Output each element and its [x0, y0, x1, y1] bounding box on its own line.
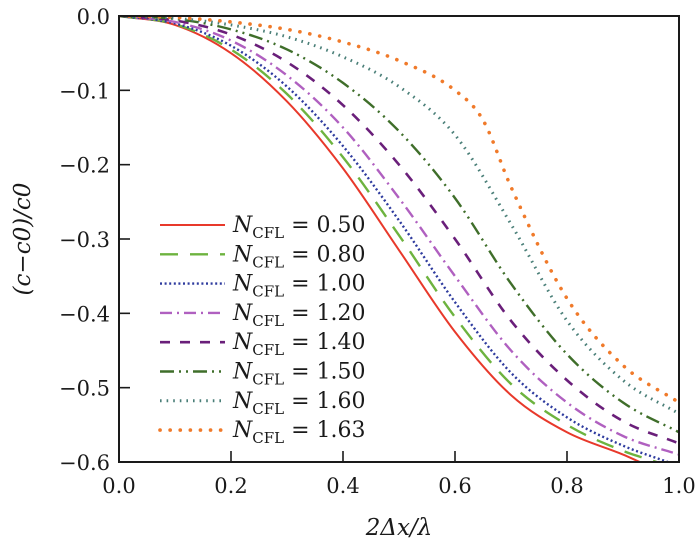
x-axis-title: 2Δx/λ: [365, 515, 433, 541]
x-tick-label: 0.0: [102, 474, 135, 498]
series-line-050: [119, 16, 641, 462]
x-tick-label: 0.2: [214, 474, 247, 498]
series-line-080: [119, 16, 657, 462]
legend-item: NCFL = 0.50: [160, 213, 366, 242]
legend-label: NCFL = 1.60: [232, 389, 366, 418]
ticks-layer: 0.0 0.2 0.4 0.6 0.8 1.0 0.0 −0.1 −0.2 −0.3 −0.4 −0.…: [59, 5, 696, 498]
legend-label: NCFL = 1.00: [232, 272, 366, 301]
series-line-160: [119, 16, 679, 415]
y-tick-label: −0.3: [59, 228, 110, 252]
legend-item: NCFL = 1.60: [160, 389, 366, 418]
legend-label: NCFL = 1.50: [232, 360, 366, 389]
series-line-163: [119, 16, 679, 405]
x-tick-label: 1.0: [662, 474, 695, 498]
y-axis-title: (c−c0)/c0: [10, 183, 36, 296]
legend-item: NCFL = 0.80: [160, 242, 366, 271]
x-tick-label: 0.4: [326, 474, 359, 498]
legend-item: NCFL = 1.50: [160, 360, 366, 389]
y-tick-label: −0.6: [59, 451, 110, 475]
y-tick-label: 0.0: [77, 5, 110, 29]
x-tick-label: 0.8: [550, 474, 583, 498]
y-tick-label: −0.2: [59, 154, 110, 178]
legend-item: NCFL = 1.20: [160, 301, 366, 330]
legend-label: NCFL = 0.50: [232, 213, 366, 242]
y-tick-label: −0.4: [59, 302, 110, 326]
series-layer: [119, 16, 679, 462]
series-line-140: [119, 16, 679, 445]
series-line-150: [119, 16, 679, 434]
y-tick-label: −0.1: [59, 79, 110, 103]
legend-item: NCFL = 1.00: [160, 272, 366, 301]
legend-label: NCFL = 1.40: [232, 330, 366, 359]
legend-item: NCFL = 1.63: [158, 418, 366, 447]
x-tick-label: 0.6: [438, 474, 471, 498]
y-tick-label: −0.5: [59, 377, 110, 401]
legend-label: NCFL = 1.20: [232, 301, 366, 330]
series-line-120: [119, 16, 679, 456]
legend-item: NCFL = 1.40: [160, 330, 366, 359]
series-line-100: [119, 16, 669, 462]
plot-frame: [118, 15, 680, 463]
legend-label: NCFL = 1.63: [232, 418, 366, 447]
legend-label: NCFL = 0.80: [232, 242, 366, 271]
